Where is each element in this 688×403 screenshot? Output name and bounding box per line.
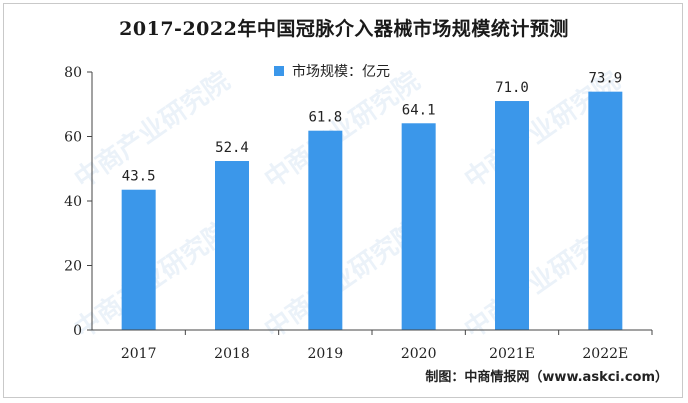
data-label: 61.8 [308,110,342,126]
x-tick-label: 2019 [308,346,344,362]
y-tick-label: 40 [64,194,82,210]
data-label: 43.5 [122,169,156,185]
x-tick-label: 2021E [489,346,535,362]
bar [121,189,156,330]
legend: 市场规模：亿元 [274,63,390,80]
y-axis: 0 20 40 60 80 [64,65,93,339]
x-tick-label: 2022E [582,346,628,362]
chart-frame [3,3,683,398]
x-tick-label: 2017 [121,346,157,362]
bar [588,91,623,330]
data-label: 73.9 [588,71,622,87]
bar [401,123,436,330]
y-tick-label: 80 [64,65,82,81]
data-label: 64.1 [402,102,436,118]
bar [495,101,529,331]
source-note: 制图：中商情报网（www.askci.com） [425,370,668,385]
bar [215,161,249,330]
legend-swatch [274,66,284,76]
chart-title: 2017-2022年中国冠脉介入器械市场规模统计预测 [119,18,569,40]
x-axis: 2017 2018 2019 2020 2021E 2022E [92,329,653,362]
data-label: 52.4 [215,140,249,156]
bar [308,130,343,330]
y-tick-label: 60 [64,130,82,146]
legend-label: 市场规模：亿元 [292,63,390,80]
data-label: 71.0 [495,80,529,96]
x-tick-label: 2020 [401,346,437,362]
bars: 43.5 52.4 61.8 64.1 71.0 73.9 [121,71,623,331]
y-tick-label: 20 [64,259,82,275]
x-tick-label: 2018 [214,346,250,362]
y-tick-label: 0 [73,323,82,339]
